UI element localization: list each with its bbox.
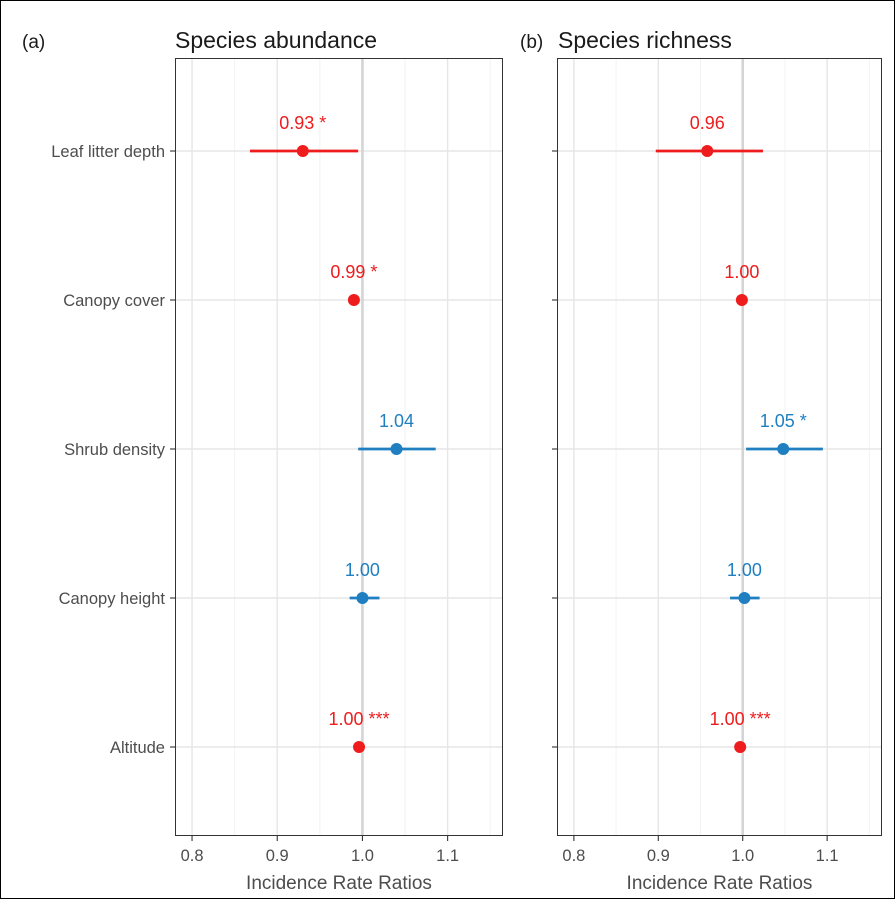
panel-b: (b) Species richness 0.8 0.9 1.0 1.1Incidence… — [520, 27, 882, 894]
y-tick-label: Altitude — [110, 739, 165, 757]
data-label: 0.93 * — [279, 113, 326, 133]
data-label: 1.04 — [379, 411, 414, 431]
plot-area — [175, 58, 503, 836]
panel-tag: (b) — [520, 32, 543, 53]
data-label: 1.00 *** — [710, 709, 771, 729]
data-points: 0.93 * 0.99 * 1.04 1.00 1.00 *** — [249, 113, 436, 753]
data-label: 0.99 * — [330, 262, 377, 282]
x-axis-title: Incidence Rate Ratios — [246, 873, 432, 894]
x-tick-label: 1.0 — [351, 847, 374, 865]
x-tick-label: 1.1 — [816, 847, 839, 865]
point-estimate — [356, 592, 369, 604]
data-label: 1.00 *** — [328, 709, 389, 729]
x-tick-label: 1.1 — [436, 847, 459, 865]
point-estimate — [735, 294, 748, 306]
point-estimate — [777, 443, 790, 455]
point-estimate — [738, 592, 751, 604]
gridlines — [557, 58, 882, 836]
data-label: 1.00 — [727, 560, 762, 580]
x-tick-label: 0.9 — [647, 847, 670, 865]
point-estimate — [353, 741, 366, 753]
panel-tag: (a) — [22, 32, 45, 53]
x-axis-title: Incidence Rate Ratios — [627, 873, 813, 894]
y-tick-label: Shrub density — [64, 441, 166, 459]
panel-border — [557, 58, 882, 836]
data-label: 1.05 * — [760, 411, 807, 431]
data-points: 0.96 1.00 1.05 * 1.00 1.00 *** — [655, 113, 823, 753]
y-tick-label: Canopy cover — [63, 292, 165, 310]
panel-a: (a) Species abundance Leaf litter depth Can… — [22, 27, 503, 894]
point-estimate — [390, 443, 403, 455]
data-label: 1.00 — [345, 560, 380, 580]
plot-area — [557, 58, 882, 836]
data-label: 0.96 — [690, 113, 725, 133]
y-tick-label: Leaf litter depth — [51, 143, 165, 161]
panel-title: Species abundance — [175, 27, 377, 53]
panel-border — [175, 58, 503, 836]
point-estimate — [347, 294, 360, 306]
y-tick-label: Canopy height — [59, 590, 166, 608]
panel-title: Species richness — [558, 27, 732, 53]
point-estimate — [296, 145, 309, 157]
x-tick-label: 0.8 — [181, 847, 204, 865]
x-tick-label: 0.9 — [266, 847, 289, 865]
panels-layer: (a) Species abundance Leaf litter depth Can… — [22, 27, 882, 894]
x-tick-label: 1.0 — [731, 847, 754, 865]
point-estimate — [734, 741, 747, 753]
data-label: 1.00 — [724, 262, 759, 282]
x-tick-label: 0.8 — [562, 847, 585, 865]
point-estimate — [701, 145, 714, 157]
gridlines — [175, 58, 503, 836]
